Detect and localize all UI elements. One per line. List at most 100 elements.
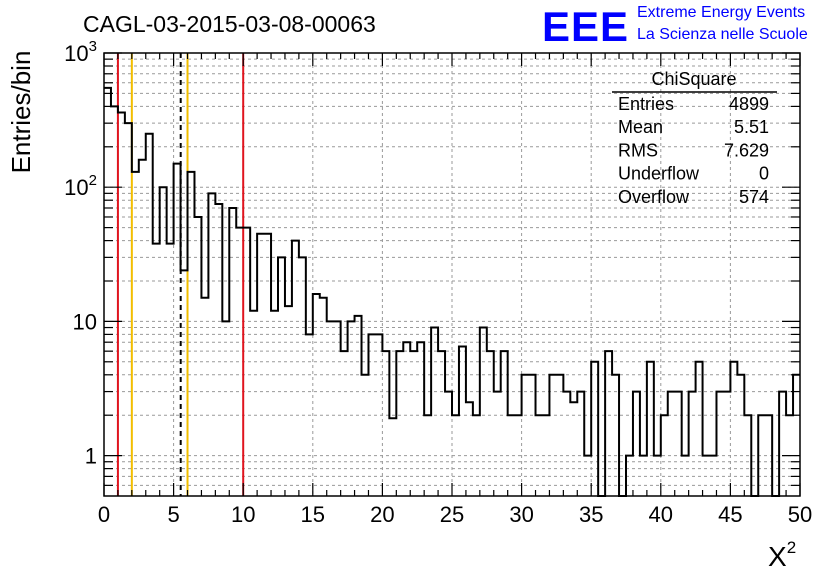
histogram-bin: [362, 375, 369, 496]
histogram-bin: [188, 172, 195, 496]
histogram-bin: [466, 402, 473, 496]
histogram-bin: [494, 392, 501, 496]
histogram-bin: [410, 351, 417, 496]
stats-row-label: Underflow: [618, 164, 700, 184]
chart-title: CAGL-03-2015-03-08-00063: [83, 11, 376, 37]
histogram-bin: [264, 234, 271, 496]
histogram-bin: [278, 257, 285, 496]
histogram-bin: [529, 375, 536, 496]
histogram-bin: [689, 392, 696, 496]
histogram-bin: [118, 113, 125, 496]
histogram-bin: [139, 160, 146, 496]
histogram-bin: [236, 228, 243, 496]
stats-row-label: Mean: [618, 117, 663, 137]
histogram-bin: [320, 298, 327, 496]
x-tick-label: 10: [231, 502, 255, 527]
histogram-bin: [654, 456, 661, 496]
histogram-bin: [612, 375, 619, 496]
histogram-bin: [341, 351, 348, 496]
histogram-bin: [626, 456, 633, 496]
x-tick-label: 15: [301, 502, 325, 527]
stats-box: ChiSquare Entries 4899 Mean 5.51 RMS 7.629 Und…: [612, 69, 777, 207]
stats-title: ChiSquare: [651, 69, 736, 89]
y-tick-label: 102: [64, 172, 97, 200]
histogram-bin: [174, 164, 181, 496]
histogram-bin: [549, 375, 556, 496]
histogram-bin: [417, 342, 424, 496]
histogram: [104, 86, 800, 497]
histogram-bin: [737, 375, 744, 496]
grid: [104, 53, 800, 496]
histogram-bin: [396, 351, 403, 496]
histogram-bin: [194, 217, 201, 496]
histogram-bin: [570, 402, 577, 496]
histogram-bin: [285, 306, 292, 496]
histogram-bin: [508, 415, 515, 496]
stats-row-label: Overflow: [618, 187, 690, 207]
histogram-bin: [257, 234, 264, 496]
histogram-bin: [793, 375, 800, 496]
histogram-bin: [703, 456, 710, 496]
histogram-bin: [577, 392, 584, 496]
histogram-bin: [556, 375, 563, 496]
x-tick-label: 20: [370, 502, 394, 527]
histogram-bin: [542, 415, 549, 496]
histogram-bin: [431, 328, 438, 496]
histogram-bin: [306, 334, 313, 496]
logo-line2: La Scienza nelle Scuole: [637, 26, 808, 43]
x-tick-label: 45: [718, 502, 742, 527]
histogram-bin: [215, 204, 222, 496]
histogram-bin: [375, 334, 382, 496]
histogram-bin: [779, 392, 786, 496]
histogram-bin: [647, 362, 654, 496]
x-axis-label-sup: 2: [787, 538, 796, 557]
histogram-bin: [445, 392, 452, 496]
histogram-bin: [515, 415, 522, 496]
histogram-bin: [382, 351, 389, 496]
histogram-bin: [696, 362, 703, 496]
histogram-bin: [675, 392, 682, 496]
histogram-bin: [668, 392, 675, 496]
histogram-bin: [501, 351, 508, 496]
histogram-bin: [368, 334, 375, 496]
histogram-bin: [716, 392, 723, 496]
histogram-bin: [153, 244, 160, 496]
histogram-bin: [348, 321, 355, 496]
stats-row-label: RMS: [618, 140, 658, 160]
x-axis-label-base: X: [768, 541, 787, 572]
histogram-bin: [473, 415, 480, 496]
histogram-bin: [327, 321, 334, 496]
histogram-bin: [563, 392, 570, 496]
histogram-bin: [222, 321, 229, 496]
histogram-bin: [292, 241, 299, 496]
axis-ticks: 0 5 10 15 20 25 30 35 40 45 50 1 10 102 103: [64, 38, 812, 527]
histogram-bin: [250, 311, 257, 496]
histogram-bin: [334, 321, 341, 496]
histogram-bin: [633, 392, 640, 496]
histogram-bin: [480, 328, 487, 496]
y-tick-label: 1: [85, 444, 97, 469]
histogram-bin: [765, 415, 772, 496]
histogram-bin: [355, 316, 362, 496]
stats-row-value: 7.629: [724, 140, 769, 160]
histogram-bin: [522, 375, 529, 496]
histogram-bin: [584, 456, 591, 496]
histogram-bin: [146, 134, 153, 496]
histogram-bin: [313, 294, 320, 496]
histogram-bin: [710, 456, 717, 496]
logo-line1: Extreme Energy Events: [637, 4, 805, 21]
x-tick-label: 0: [98, 502, 110, 527]
histogram-bin: [111, 106, 118, 496]
histogram-bin: [424, 415, 431, 496]
histogram-bin: [208, 193, 215, 496]
histogram-bin: [452, 415, 459, 496]
histogram-bin: [167, 244, 174, 496]
histogram-bin: [661, 415, 668, 496]
x-tick-label: 40: [649, 502, 673, 527]
x-tick-label: 5: [167, 502, 179, 527]
histogram-bin: [104, 88, 111, 496]
stats-row-value: 5.51: [734, 117, 769, 137]
histogram-bin: [403, 342, 410, 496]
stats-row-label: Entries: [618, 94, 674, 114]
